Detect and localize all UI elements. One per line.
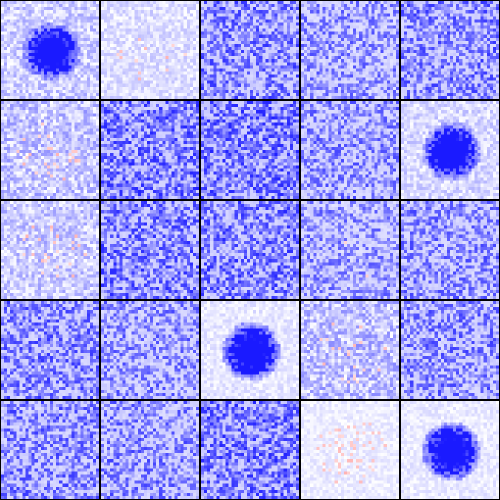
tile-r3-c2 — [201, 301, 300, 400]
tile-r0-c0 — [1, 1, 100, 100]
tile-r2-c2 — [201, 201, 300, 300]
tile-r1-c3 — [301, 101, 400, 200]
tile-r0-c3 — [301, 1, 400, 100]
tile-r1-c0 — [1, 101, 100, 200]
tile-r4-c4 — [401, 401, 500, 500]
tile-r0-c1 — [101, 1, 200, 100]
tile-r1-c2 — [201, 101, 300, 200]
tile-r2-c0 — [1, 201, 100, 300]
tile-r3-c4 — [401, 301, 500, 400]
tile-r4-c1 — [101, 401, 200, 500]
tile-r4-c2 — [201, 401, 300, 500]
tile-r2-c4 — [401, 201, 500, 300]
tile-r3-c1 — [101, 301, 200, 400]
tile-r4-c3 — [301, 401, 400, 500]
tile-r2-c1 — [101, 201, 200, 300]
tile-r3-c3 — [301, 301, 400, 400]
tile-r4-c0 — [1, 401, 100, 500]
tile-r2-c3 — [301, 201, 400, 300]
tile-r1-c4 — [401, 101, 500, 200]
tile-r1-c1 — [101, 101, 200, 200]
tile-r0-c4 — [401, 1, 500, 100]
tile-r0-c2 — [201, 1, 300, 100]
tile-r3-c0 — [1, 301, 100, 400]
